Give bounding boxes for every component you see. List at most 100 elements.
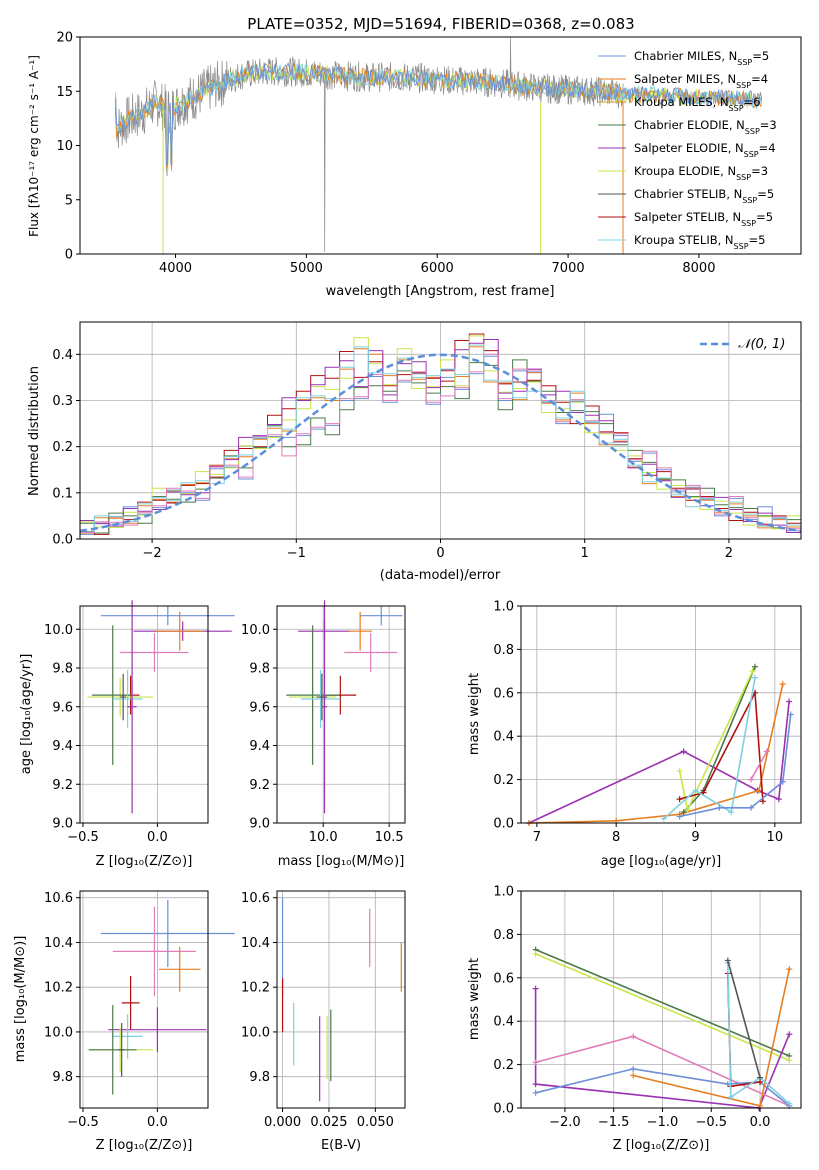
mass-weight-marker — [763, 748, 770, 755]
y-tick-label: 10.0 — [44, 1025, 73, 1040]
mass-weight-marker — [630, 1033, 637, 1040]
weight-age-ylabel: mass weight — [467, 673, 482, 755]
x-tick-label: 9 — [691, 830, 699, 845]
mass-weight-marker — [748, 776, 755, 783]
weight-age-xlabel: age [log₁₀(age/yr)] — [601, 854, 722, 869]
x-tick-label: −0.5 — [67, 1115, 99, 1130]
x-tick-label: −1.5 — [598, 1115, 630, 1130]
x-tick-label: −2 — [143, 546, 162, 561]
x-tick-label: −1.0 — [647, 1115, 679, 1130]
mass-weight-line — [534, 988, 791, 1109]
x-tick-label: 1 — [581, 546, 589, 561]
y-tick-label: 0.2 — [493, 1058, 514, 1073]
mass-weight-marker — [786, 966, 793, 973]
mass-z-xlabel: Z [log₁₀(Z/Z⊙)] — [96, 1138, 193, 1153]
mass-weight-marker — [716, 804, 723, 811]
x-tick-label: 0.0 — [147, 1115, 168, 1130]
y-tick-label: 9.8 — [249, 662, 270, 677]
mass-weight-marker — [779, 681, 786, 688]
x-tick-label: −0.5 — [67, 830, 99, 845]
y-tick-label: 5 — [65, 193, 73, 208]
legend-label: Salpeter MILES, NSSP=4 — [634, 72, 768, 90]
weight-z-ylabel: mass weight — [467, 958, 482, 1040]
mass-weight-line — [528, 683, 784, 824]
x-tick-label: 0 — [436, 546, 444, 561]
y-tick-label: 10.2 — [241, 981, 270, 996]
observed-spectrum-line — [114, 36, 763, 252]
legend-label: Salpeter STELIB, NSSP=5 — [634, 210, 773, 228]
mass-vs-z-panel: −0.5 0.0 9.8 10.0 10.2 10.4 10.6 Z [log₁₀(Z/Z⊙… — [13, 890, 235, 1153]
x-tick-label: −2.0 — [549, 1115, 581, 1130]
mass-weight-marker — [759, 798, 766, 805]
spectrum-ylabel: Flux [fλ10⁻¹⁷ erg cm⁻² s⁻¹ A⁻¹] — [27, 55, 41, 237]
age-mass-xlabel: mass [log₁₀(M/M⊙)] — [278, 854, 405, 869]
x-tick-label: −1 — [287, 546, 306, 561]
mass-weight-line — [535, 948, 790, 1057]
y-tick-label: 0.2 — [493, 773, 514, 788]
y-tick-label: 9.0 — [52, 817, 73, 832]
y-tick-label: 1.0 — [493, 885, 514, 900]
y-tick-label: 0.1 — [52, 486, 73, 501]
spectrum-panel: 4000 5000 6000 7000 8000 0 5 10 15 20 wavelength … — [27, 31, 802, 299]
mass-weight-marker — [680, 809, 687, 816]
age-z-ylabel: age [log₁₀(age/yr)] — [19, 654, 34, 775]
y-tick-label: 0.4 — [493, 730, 514, 745]
y-tick-label: 10.2 — [44, 981, 73, 996]
mass-ebv-xlabel: E(B-V) — [321, 1138, 361, 1153]
histogram-step-line — [80, 353, 801, 533]
histogram-step-line — [80, 359, 801, 534]
mass-weight-marker — [779, 778, 786, 785]
x-tick-label: 10.5 — [375, 830, 404, 845]
mass-weight-marker — [786, 698, 793, 705]
mass-weight-marker — [786, 1031, 793, 1038]
legend-label: Kroupa ELODIE, NSSP=3 — [634, 164, 768, 182]
y-tick-label: 9.2 — [52, 778, 73, 793]
mass-weight-marker — [532, 1081, 539, 1088]
y-tick-label: 0.4 — [493, 1015, 514, 1030]
mass-weight-line — [528, 701, 790, 824]
y-tick-label: 0.0 — [493, 817, 514, 832]
x-tick-label: 7000 — [552, 261, 585, 276]
y-tick-label: 9.0 — [249, 817, 270, 832]
legend-label: Kroupa STELIB, NSSP=5 — [634, 233, 765, 251]
age-vs-z-panel: −0.5 0.0 9.0 9.2 9.4 9.6 9.8 10.0 Z [log₁₀(Z/Z⊙… — [19, 600, 235, 869]
mass-weight-line — [727, 960, 761, 1078]
y-tick-label: 9.8 — [52, 1070, 73, 1085]
mass-weight-marker — [684, 806, 691, 813]
spectrum-legend: Chabrier MILES, NSSP=5 Salpeter MILES, NS… — [598, 49, 777, 251]
y-tick-label: 9.4 — [249, 739, 270, 754]
mass-weight-line — [663, 677, 756, 820]
mass-weight-marker — [680, 748, 687, 755]
histogram-ylabel: Normed distribution — [27, 366, 42, 496]
gauss-legend-label: 𝒩(0, 1) — [738, 337, 785, 352]
y-tick-label: 0.0 — [493, 1102, 514, 1117]
legend-label: Salpeter ELODIE, NSSP=4 — [634, 141, 776, 159]
y-tick-label: 9.6 — [249, 700, 270, 715]
y-tick-label: 20 — [56, 31, 73, 46]
mass-weight-marker — [786, 1057, 793, 1064]
y-tick-label: 10.0 — [241, 623, 270, 638]
x-tick-label: 0.050 — [357, 1115, 394, 1130]
mass-weight-marker — [724, 957, 731, 964]
mass-weight-marker — [748, 804, 755, 811]
y-tick-label: 0.4 — [52, 348, 73, 363]
y-tick-label: 1.0 — [493, 600, 514, 615]
mass-weight-line — [535, 953, 790, 1062]
y-tick-label: 0 — [65, 248, 73, 263]
mass-weight-line — [750, 751, 768, 780]
weight-z-xlabel: Z [log₁₀(Z/Z⊙)] — [613, 1138, 710, 1153]
mass-weight-marker — [676, 767, 683, 774]
mass-weight-marker — [751, 674, 758, 681]
x-tick-label: 0.0 — [750, 1115, 771, 1130]
y-tick-label: 0.6 — [493, 971, 514, 986]
histogram-step-line — [80, 344, 801, 532]
x-tick-label: 0.000 — [264, 1115, 301, 1130]
model-spectrum-line — [114, 61, 763, 166]
y-tick-label: 10.0 — [44, 623, 73, 638]
y-tick-label: 10.4 — [44, 936, 73, 951]
age-vs-mass-panel: 10.0 10.5 9.0 9.2 9.4 9.6 9.8 10.0 mass [log₁₀(… — [241, 600, 406, 869]
x-tick-label: 2 — [725, 546, 733, 561]
y-tick-label: 10 — [56, 139, 73, 154]
x-tick-label: 10.0 — [309, 830, 338, 845]
